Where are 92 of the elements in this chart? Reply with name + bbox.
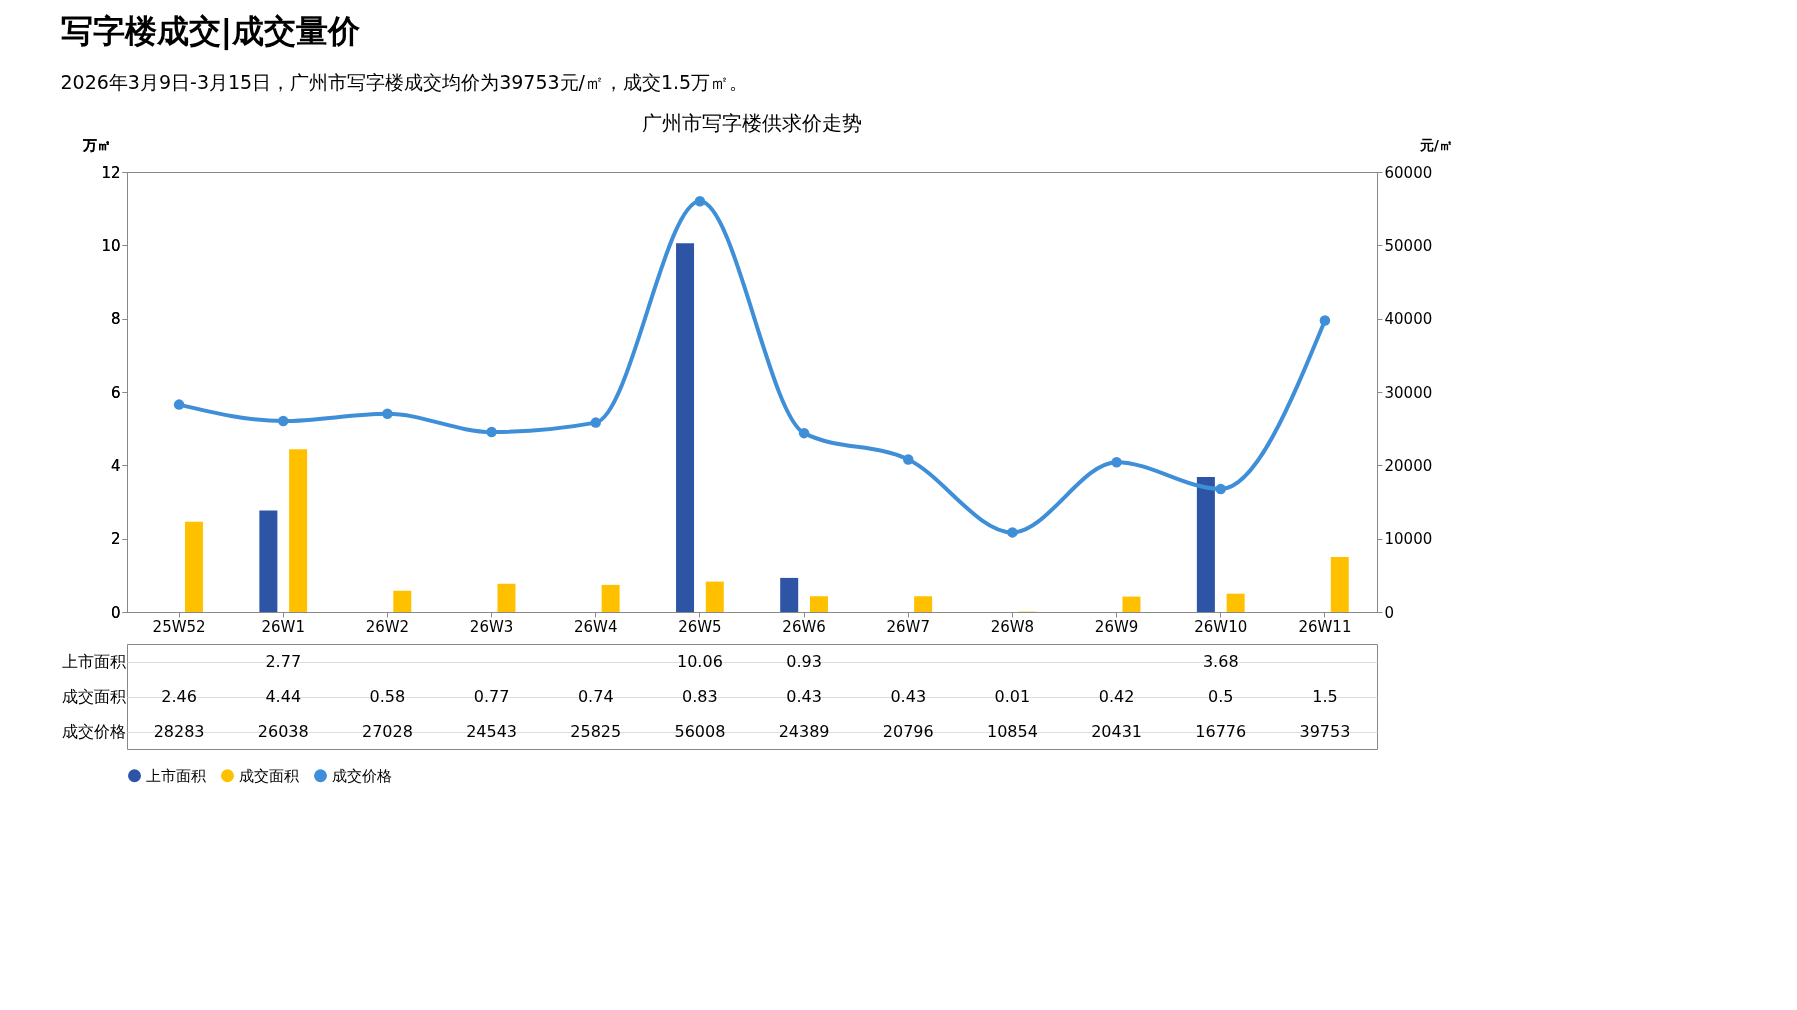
y-tick-label: 6 xyxy=(110,383,121,402)
bar xyxy=(914,596,933,612)
bar xyxy=(1226,593,1245,612)
bar xyxy=(676,243,695,612)
data-label: 24543 xyxy=(466,721,518,741)
y2-axis-title: 元/㎡ xyxy=(1418,136,1453,153)
x-tick-label: 26W9 xyxy=(1094,617,1139,636)
data-label: 1.5 xyxy=(1312,686,1338,706)
data-label: 2.46 xyxy=(161,686,197,706)
x-tick-label: 26W2 xyxy=(365,617,410,636)
x-tick-label: 26W8 xyxy=(990,617,1035,636)
bar xyxy=(705,581,724,612)
point xyxy=(903,454,914,465)
legend-label: 成交价格 xyxy=(332,766,392,785)
bar xyxy=(393,590,412,612)
y2-tick-label: 0 xyxy=(1384,603,1395,622)
bar xyxy=(259,510,278,612)
bar xyxy=(497,583,516,612)
bar xyxy=(601,584,620,612)
x-tick-label: 26W6 xyxy=(782,617,826,636)
x-tick-label: 26W1 xyxy=(261,617,305,636)
data-label: 0.83 xyxy=(682,686,718,706)
y-tick-label: 2 xyxy=(110,530,121,549)
y2-tick-label: 50000 xyxy=(1384,236,1433,255)
data-label: 25825 xyxy=(570,721,622,741)
data-label: 20796 xyxy=(882,721,934,741)
point xyxy=(1111,456,1122,468)
data-label: 10854 xyxy=(986,721,1038,741)
legend-label: 上市面积 xyxy=(146,766,206,785)
point xyxy=(590,417,601,428)
bar xyxy=(780,577,799,612)
data-label: 0.93 xyxy=(786,651,822,671)
x-tick-label: 25W52 xyxy=(152,617,206,636)
point xyxy=(278,415,289,427)
x-tick-label: 26W10 xyxy=(1194,617,1248,636)
y-tick-label: 12 xyxy=(101,163,121,182)
x-tick-label: 26W3 xyxy=(469,617,514,636)
y2-tick-label: 40000 xyxy=(1384,310,1433,329)
data-label: 4.44 xyxy=(265,686,302,706)
text: 广州市写字楼供求价走势 xyxy=(642,111,862,135)
y-axis-title: 万㎡ xyxy=(82,136,112,153)
bar xyxy=(809,596,828,612)
bar xyxy=(184,521,203,612)
data-label: 39753 xyxy=(1299,721,1351,741)
data-label: 2.77 xyxy=(265,651,302,671)
text: 成交价格 xyxy=(61,722,126,741)
y2-tick-label: 20000 xyxy=(1384,456,1433,475)
data-label: 56008 xyxy=(674,721,726,741)
bar xyxy=(1330,557,1349,612)
x-tick-label: 26W4 xyxy=(574,617,618,636)
data-label: 26038 xyxy=(257,721,309,741)
y2-tick-label: 10000 xyxy=(1384,530,1433,549)
point xyxy=(694,196,706,207)
bar xyxy=(289,449,308,612)
bar xyxy=(1122,596,1141,612)
data-label: 28283 xyxy=(153,721,205,741)
data-label: 0.43 xyxy=(890,686,927,706)
data-label: 10.06 xyxy=(677,651,723,671)
legend-label: 成交面积 xyxy=(239,766,299,785)
y-tick-label: 10 xyxy=(101,236,121,255)
point xyxy=(1319,315,1331,326)
x-tick-label: 26W5 xyxy=(678,617,722,636)
y-tick-label: 0 xyxy=(110,603,121,622)
text: 成交面积 xyxy=(61,687,126,706)
data-label: 0.77 xyxy=(473,686,510,706)
data-label: 0.42 xyxy=(1098,686,1135,706)
chart-subtitle: 2026年3月9日-3月15日，广州市写字楼成交均价为39753元/㎡，成交1.5万㎡。 xyxy=(60,70,749,93)
data-label: 16776 xyxy=(1195,721,1247,741)
y2-tick-label: 60000 xyxy=(1384,163,1433,182)
data-label: 27028 xyxy=(361,721,413,741)
bar xyxy=(1196,477,1215,612)
data-label: 0.01 xyxy=(994,686,1031,706)
x-tick-label: 26W11 xyxy=(1298,617,1352,636)
point xyxy=(486,426,497,438)
point xyxy=(1215,483,1226,495)
data-label: 3.68 xyxy=(1202,651,1239,671)
data-label: 0.58 xyxy=(369,686,406,706)
data-label: 20431 xyxy=(1091,721,1143,741)
chart-title: 写字楼成交|成交量价 xyxy=(60,11,362,51)
y2-tick-label: 30000 xyxy=(1384,383,1433,402)
point xyxy=(798,427,810,439)
data-label: 0.5 xyxy=(1208,686,1234,706)
data-label: 0.43 xyxy=(786,686,822,706)
point xyxy=(1007,527,1018,538)
data-label: 24389 xyxy=(778,721,830,741)
data-label: 0.74 xyxy=(577,686,614,706)
point xyxy=(173,399,185,410)
y-tick-label: 4 xyxy=(110,456,121,475)
point xyxy=(382,408,393,420)
y-tick-label: 8 xyxy=(110,310,121,329)
text: 上市面积 xyxy=(61,652,126,671)
x-tick-label: 26W7 xyxy=(886,617,930,636)
